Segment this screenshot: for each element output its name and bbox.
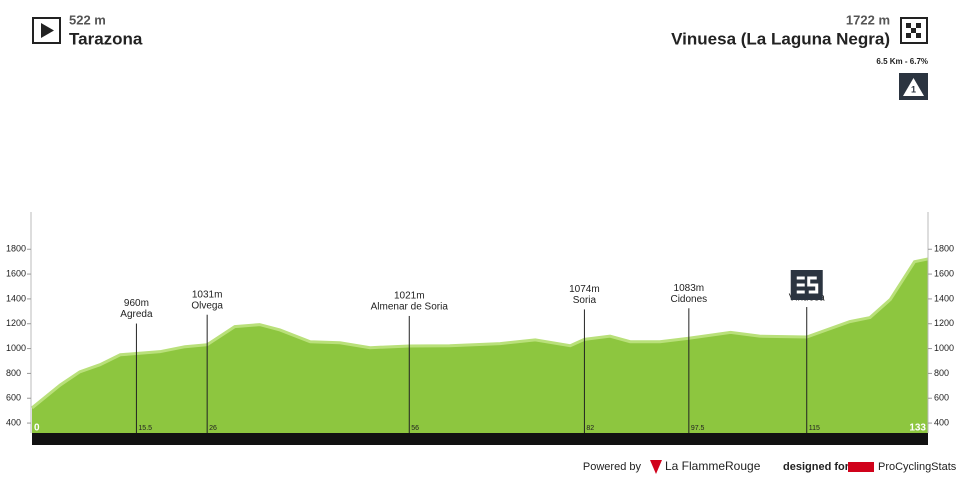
- point-elevation: 1074m: [569, 284, 600, 295]
- point-name: Soria: [573, 295, 597, 306]
- point-elevation: 1031m: [192, 289, 223, 300]
- km-label: 15.5: [138, 425, 152, 432]
- point-name: Cidones: [670, 294, 707, 305]
- start-elevation: 522 m: [69, 12, 106, 27]
- climb-category: 1: [911, 84, 916, 94]
- y-tick-label-right: 800: [934, 368, 949, 378]
- y-tick-label-right: 400: [934, 417, 949, 427]
- climb-icon: [899, 73, 928, 100]
- point-name: Olvega: [191, 300, 223, 311]
- y-tick-label: 400: [6, 417, 21, 427]
- y-tick-label: 1000: [6, 343, 26, 353]
- y-tick-label: 1200: [6, 318, 26, 328]
- km-label: 82: [586, 425, 594, 432]
- km-label: 26: [209, 425, 217, 432]
- finish-name: Vinuesa (La Laguna Negra): [671, 29, 890, 48]
- y-tick-label: 1600: [6, 268, 26, 278]
- point-name: Almenar de Soria: [371, 302, 449, 313]
- point-name: Agreda: [120, 309, 153, 320]
- start-icon: [32, 17, 61, 44]
- km-bar: [32, 433, 928, 445]
- profile-line: [31, 257, 929, 410]
- km-label: 133: [909, 423, 926, 434]
- finish-icon: [900, 17, 928, 44]
- point-elevation: 1021m: [394, 291, 425, 302]
- climb-info: 6.5 Km - 6.7%: [876, 57, 928, 66]
- km-label: 97.5: [691, 425, 705, 432]
- km-label: 115: [809, 425, 820, 432]
- site-icon: [848, 462, 874, 472]
- y-tick-label-right: 1600: [934, 268, 954, 278]
- y-tick-label: 1800: [6, 244, 26, 254]
- km-label: 56: [411, 425, 419, 432]
- footer-brand: La FlammeRouge: [665, 459, 761, 473]
- start-name: Tarazona: [69, 29, 143, 48]
- y-tick-label: 800: [6, 368, 21, 378]
- y-tick-label-right: 600: [934, 393, 949, 403]
- y-tick-label-right: 1000: [934, 343, 954, 353]
- y-tick-label: 1400: [6, 293, 26, 303]
- y-tick-label-right: 1200: [934, 318, 954, 328]
- footer-designed: designed for: [783, 461, 850, 473]
- brand-icon: [650, 460, 662, 474]
- footer-site: ProCyclingStats: [878, 461, 957, 473]
- point-elevation: 1083m: [674, 283, 705, 294]
- plot: 400 400 600 600 800 800 1000 1000 1200 1200 1400 14…: [6, 212, 954, 445]
- profile-area: [32, 258, 928, 433]
- y-tick-label: 600: [6, 393, 21, 403]
- y-tick-label-right: 1800: [934, 244, 954, 254]
- footer-powered: Powered by: [583, 461, 642, 473]
- finish-elevation: 1722 m: [846, 12, 890, 27]
- sprint-icon-lines: [796, 276, 819, 294]
- y-tick-label-right: 1400: [934, 293, 954, 303]
- point-elevation: 960m: [124, 298, 149, 309]
- km-label: 0: [34, 423, 40, 434]
